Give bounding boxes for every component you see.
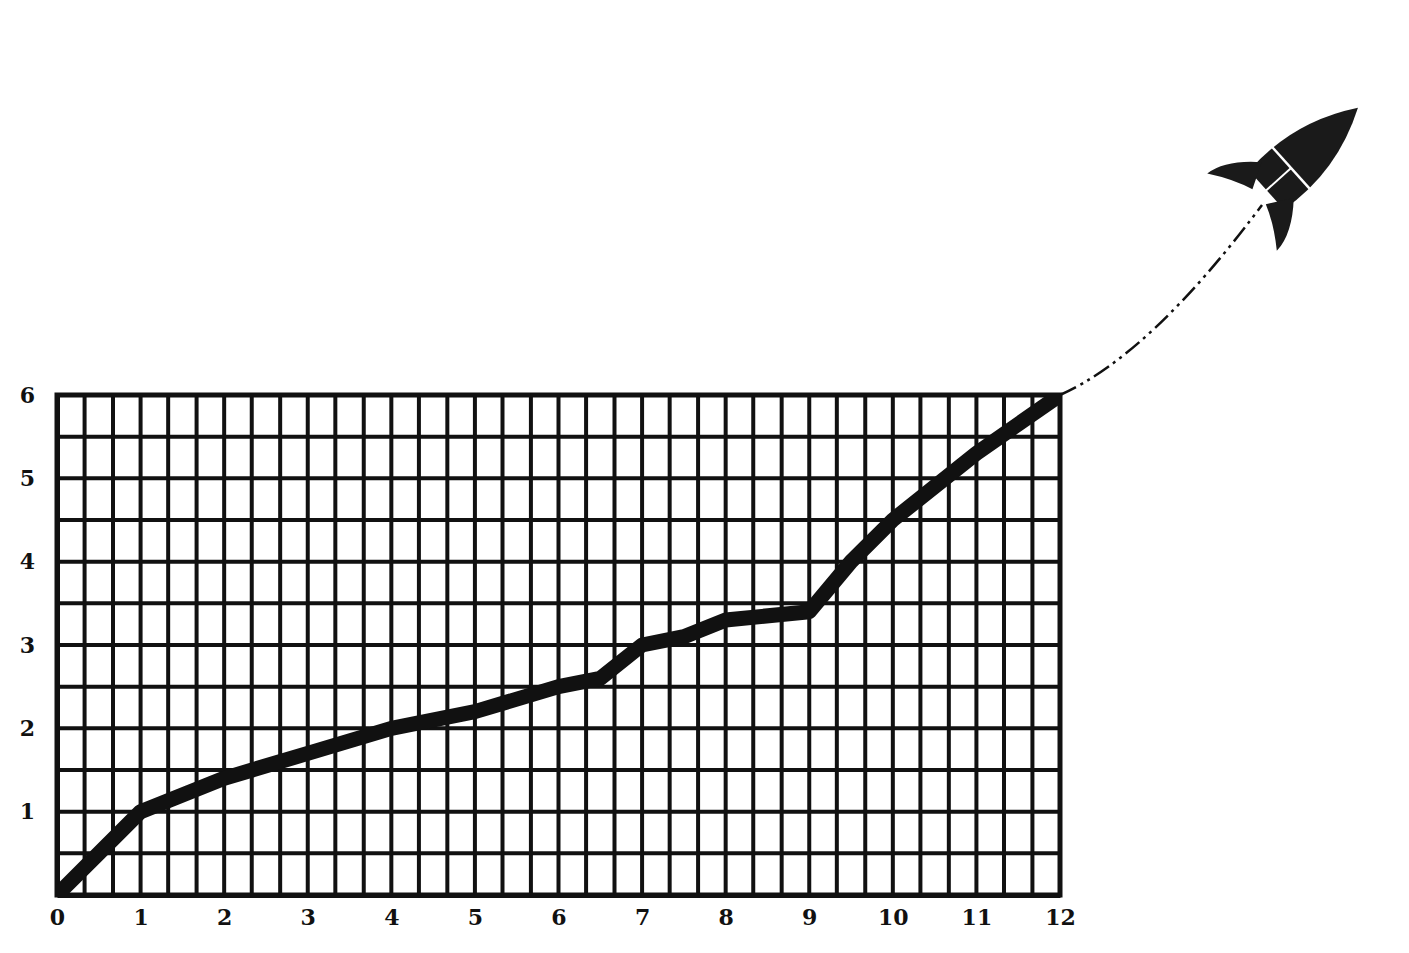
grid-line-y [57, 810, 1060, 814]
grid-line-y [57, 768, 1060, 772]
tick-label: 6 [551, 904, 566, 930]
tick-label: 5 [468, 904, 483, 930]
tick: 1 [20, 798, 57, 824]
tick-label: 7 [635, 904, 650, 930]
tick-label: 2 [20, 715, 35, 741]
tick-label: 1 [133, 904, 148, 930]
rocket-seam [1271, 146, 1311, 191]
tick: 3 [301, 895, 316, 930]
tick-label: 12 [1045, 904, 1076, 930]
tick-label: 3 [20, 632, 35, 658]
tick-label: 9 [802, 904, 817, 930]
tick-label: 5 [20, 465, 35, 491]
tick-label: 1 [20, 798, 35, 824]
grid-line-y [57, 643, 1060, 647]
tick: 6 [20, 382, 57, 408]
grid-line-y [57, 435, 1060, 439]
tick: 3 [20, 632, 57, 658]
tick: 2 [20, 715, 57, 741]
tick-label: 8 [719, 904, 734, 930]
grid-line-y [57, 851, 1060, 855]
x-axis: 0123456789101112 [50, 895, 1076, 930]
rocket-seam [1259, 168, 1291, 197]
y-axis: 1 2 3 4 5 6 [20, 382, 58, 896]
rocket-trail [1060, 205, 1262, 395]
tick-label: 3 [301, 904, 316, 930]
tick: 8 [719, 895, 734, 930]
chart: 0123456789101112123456 [0, 0, 1409, 953]
tick-label: 2 [217, 904, 232, 930]
tick: 7 [635, 895, 650, 930]
grid-line-y [57, 726, 1060, 730]
tick-label: 4 [20, 548, 35, 574]
rocket-body [1248, 87, 1376, 210]
tick: 5 [20, 465, 57, 491]
grid-line-y [57, 518, 1060, 522]
tick-label: 10 [878, 904, 909, 930]
tick: 4 [384, 895, 399, 930]
grid [57, 395, 1060, 895]
tick: 9 [802, 895, 817, 930]
tick-label: 4 [384, 904, 399, 930]
tick: 10 [878, 895, 909, 930]
tick: 6 [551, 895, 566, 930]
grid-line-y [57, 560, 1060, 564]
tick-label: 11 [962, 904, 993, 930]
rocket-fin [1249, 188, 1313, 251]
marks [57, 395, 1060, 895]
rocket [1207, 69, 1393, 251]
tick: 12 [1045, 895, 1076, 930]
tick: 4 [20, 548, 57, 574]
tick: 0 [50, 895, 65, 930]
tick: 1 [133, 895, 148, 930]
tick-label: 0 [50, 904, 65, 930]
grid-line-y [57, 601, 1060, 605]
tick: 2 [217, 895, 232, 930]
grid-line-y [57, 476, 1060, 480]
tick-label: 6 [20, 382, 35, 408]
tick: 5 [468, 895, 483, 930]
data-line [57, 395, 1060, 895]
plot-frame [57, 395, 1060, 895]
tick: 11 [962, 895, 993, 930]
